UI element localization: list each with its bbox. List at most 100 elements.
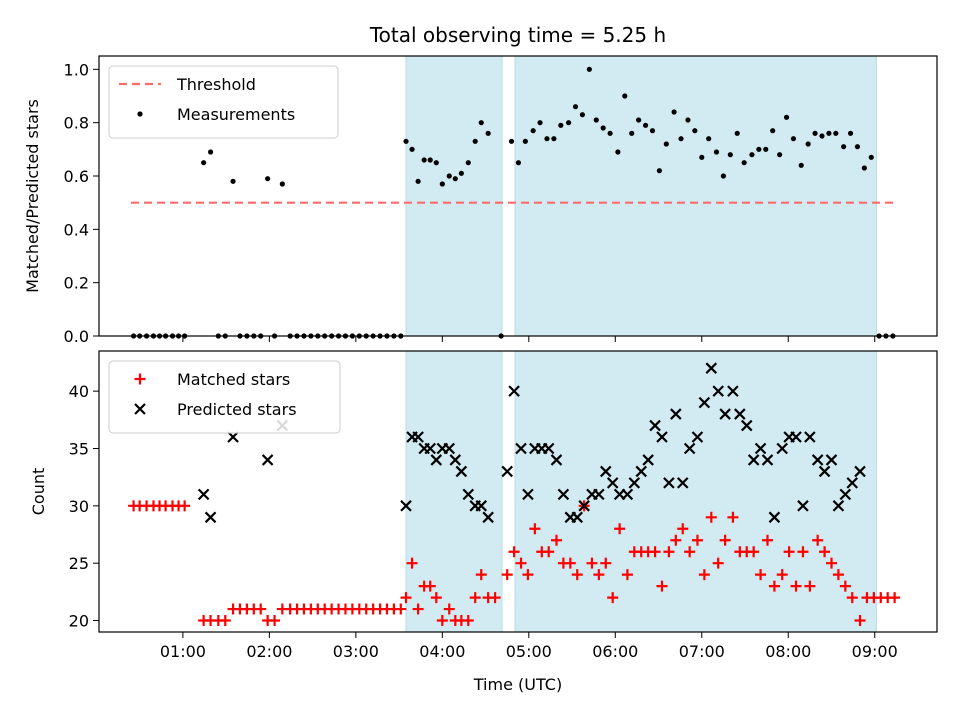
data-point	[403, 138, 409, 144]
data-point	[578, 500, 590, 512]
data-point	[727, 152, 733, 158]
data-point	[522, 138, 528, 144]
legend-swatch	[134, 403, 146, 415]
data-point	[558, 122, 564, 128]
data-point	[727, 385, 739, 397]
x-tick-label: 08:00	[765, 642, 811, 661]
data-point	[819, 546, 831, 558]
data-point	[462, 615, 474, 627]
data-point	[804, 431, 816, 443]
plot-frame	[98, 350, 938, 633]
data-point	[197, 488, 210, 501]
data-point	[621, 569, 633, 581]
data-point	[542, 442, 555, 455]
data-point	[544, 136, 550, 142]
data-point	[642, 122, 649, 128]
data-point	[656, 580, 668, 592]
legend-label: Threshold	[176, 75, 256, 94]
data-point	[749, 152, 755, 158]
data-point	[475, 500, 488, 512]
data-point	[530, 128, 536, 134]
data-point	[586, 66, 592, 72]
legend-label: Matched stars	[177, 370, 290, 389]
data-point	[565, 120, 572, 126]
x-tick-label: 02:00	[246, 642, 292, 661]
data-point	[825, 454, 838, 466]
legend-label: Measurements	[177, 105, 295, 124]
x-tick-label: 01:00	[160, 642, 206, 661]
data-point	[579, 112, 586, 118]
data-point	[469, 592, 481, 604]
legend-label: Predicted stars	[177, 400, 297, 419]
data-point	[649, 419, 661, 432]
data-point	[571, 511, 584, 524]
data-point	[761, 534, 773, 546]
data-point	[415, 178, 421, 184]
legend: Matched stars Predicted stars	[108, 360, 341, 434]
data-point	[406, 557, 418, 569]
plot-frame	[98, 55, 938, 337]
data-point	[207, 149, 214, 155]
data-point	[720, 173, 726, 179]
data-point	[522, 569, 534, 581]
data-point	[754, 442, 767, 455]
data-point	[261, 454, 274, 466]
data-point	[551, 136, 557, 142]
data-point	[593, 117, 599, 123]
data-point	[812, 534, 824, 546]
data-point	[677, 523, 689, 535]
data-point	[839, 488, 852, 501]
data-point	[412, 603, 424, 615]
data-point	[705, 511, 717, 523]
x-tick-label: 09:00	[852, 642, 898, 661]
data-point	[805, 141, 811, 147]
top-panel: 0.0 0.2 0.4 0.6 0.8 1.0 Matched/Predicted star…	[23, 55, 938, 346]
data-point	[671, 109, 677, 115]
x-tick-label: 03:00	[333, 642, 379, 661]
data-point	[747, 454, 760, 466]
data-point	[412, 431, 424, 443]
data-point	[649, 128, 656, 134]
data-point	[465, 160, 471, 166]
data-point	[656, 431, 668, 443]
data-point	[219, 615, 231, 627]
y-tick-label: 30	[69, 497, 89, 516]
y-axis-title: Count	[29, 468, 48, 516]
y-tick-label: 35	[69, 439, 89, 458]
legend: Threshold Measurements	[108, 65, 339, 139]
data-point	[600, 125, 606, 131]
data-point	[430, 592, 442, 604]
data-point	[421, 157, 427, 163]
y-tick-label: 25	[69, 554, 89, 573]
data-point	[600, 465, 612, 478]
highlight-span	[405, 55, 503, 337]
data-point	[550, 454, 563, 466]
data-point	[854, 465, 866, 478]
data-point	[756, 146, 762, 152]
data-point	[712, 557, 724, 569]
data-point	[663, 477, 675, 489]
data-point	[455, 465, 468, 478]
data-point	[812, 130, 818, 136]
y-tick-label: 1.0	[64, 60, 89, 79]
data-point	[635, 465, 648, 478]
series-measurements	[130, 66, 896, 339]
data-point	[593, 488, 605, 501]
y-tick-label: 0.0	[64, 327, 89, 346]
data-point	[571, 569, 583, 581]
data-point	[606, 477, 619, 489]
data-point	[424, 442, 436, 455]
data-point	[452, 176, 458, 182]
data-point	[593, 569, 605, 581]
legend-item: Measurements	[137, 105, 295, 124]
data-point	[811, 454, 824, 466]
data-point	[550, 534, 562, 546]
x-tick-label: 07:00	[679, 642, 725, 661]
legend-swatch	[137, 111, 143, 117]
data-point	[600, 557, 612, 569]
data-point	[683, 442, 696, 455]
data-point	[777, 152, 783, 158]
data-point	[430, 454, 443, 466]
data-point	[741, 160, 747, 166]
